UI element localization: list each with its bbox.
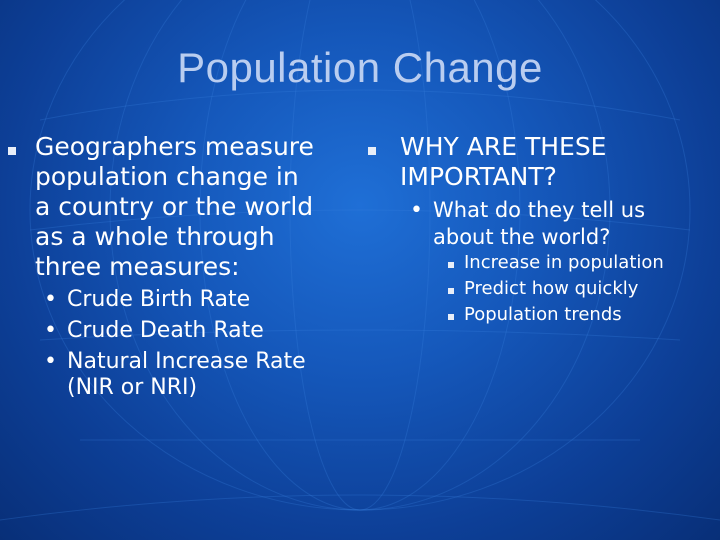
square-bullet-icon: [8, 147, 16, 155]
right-sub-sub-item: Population trends: [464, 304, 622, 325]
right-sub-sub-item: Predict how quickly: [464, 278, 639, 299]
round-bullet-icon: •: [44, 349, 57, 374]
round-bullet-icon: •: [44, 318, 57, 343]
square-bullet-icon: [448, 288, 454, 294]
left-sub-item: Crude Birth Rate: [67, 287, 251, 312]
left-sub-item-continuation: (NIR or NRI): [67, 375, 198, 400]
left-text-line: three measures:: [35, 252, 240, 281]
square-bullet-icon: [448, 314, 454, 320]
left-text-line: as a whole through: [35, 222, 275, 251]
square-bullet-icon: [368, 147, 376, 155]
round-bullet-icon: •: [410, 198, 423, 223]
left-text-line: population change in: [35, 162, 299, 191]
right-sub-sub-item: Increase in population: [464, 252, 664, 273]
round-bullet-icon: •: [44, 287, 57, 312]
right-text-line: WHY ARE THESE: [400, 132, 607, 161]
left-sub-item: Crude Death Rate: [67, 318, 264, 343]
right-sub-line: What do they tell us: [433, 198, 646, 222]
left-text-line: a country or the world: [35, 192, 314, 221]
right-sub-line: about the world?: [433, 225, 611, 249]
left-text-line: Geographers measure: [35, 132, 314, 161]
slide-title: Population Change: [177, 44, 543, 91]
square-bullet-icon: [448, 262, 454, 268]
left-sub-item: Natural Increase Rate: [67, 349, 306, 374]
right-text-line: IMPORTANT?: [400, 162, 557, 191]
